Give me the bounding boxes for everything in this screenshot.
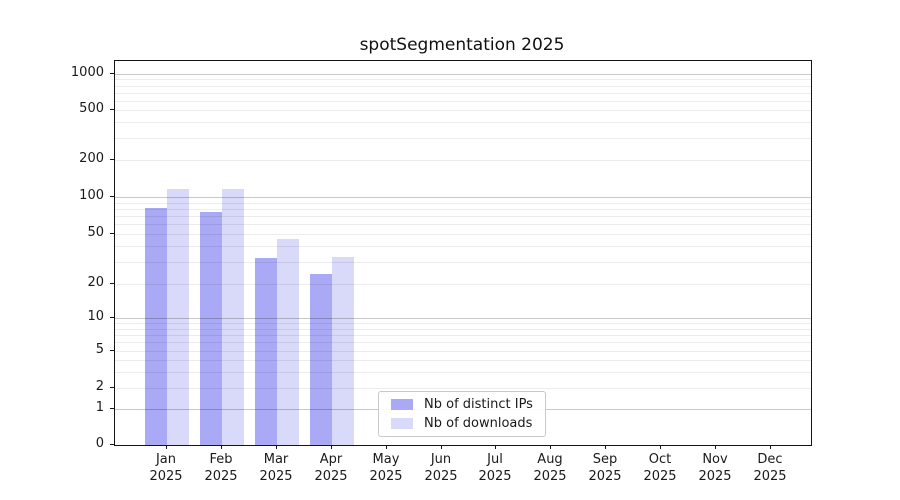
y-tick-mark <box>110 233 114 234</box>
x-tick-label: Dec 2025 <box>753 452 787 484</box>
gridline-minor <box>115 138 811 139</box>
gridline-minor <box>115 372 811 373</box>
legend-row-distinct-ips: Nb of distinct IPs <box>391 395 535 414</box>
x-tick-mark <box>495 445 496 449</box>
y-tick-label: 0 <box>95 436 104 451</box>
x-tick-label: Aug 2025 <box>533 452 567 484</box>
grid-layer <box>115 61 811 445</box>
y-tick-mark <box>110 444 114 445</box>
y-tick-label: 5 <box>95 342 104 357</box>
bar-downloads <box>222 189 244 445</box>
y-tick-label: 200 <box>79 151 104 166</box>
legend-swatch-distinct-ips <box>391 399 413 410</box>
y-tick-mark <box>110 159 114 160</box>
y-tick-label: 2 <box>95 379 104 394</box>
gridline-minor <box>115 360 811 361</box>
y-tick-label: 10 <box>87 309 104 324</box>
legend-row-downloads: Nb of downloads <box>391 414 535 433</box>
gridline-minor <box>115 388 811 389</box>
gridline-minor <box>115 79 811 80</box>
bar-distinct-ips <box>145 208 167 445</box>
x-tick-label: Mar 2025 <box>259 452 293 484</box>
gridline-major <box>115 318 811 319</box>
gridline-minor <box>115 93 811 94</box>
bar-distinct-ips <box>310 274 332 445</box>
y-tick-mark <box>110 408 114 409</box>
legend-swatch-downloads <box>391 418 413 429</box>
y-tick-mark <box>110 283 114 284</box>
x-tick-label: Apr 2025 <box>314 452 348 484</box>
y-tick-mark <box>110 196 114 197</box>
gridline-minor <box>115 323 811 324</box>
gridline-minor <box>115 203 811 204</box>
chart-title: spotSegmentation 2025 <box>359 35 565 55</box>
gridline-major <box>115 197 811 198</box>
y-tick-mark <box>110 317 114 318</box>
gridline-minor <box>115 224 811 225</box>
bars-layer <box>115 61 811 445</box>
gridline-minor <box>115 335 811 336</box>
bar-distinct-ips <box>200 212 222 445</box>
x-tick-label: Feb 2025 <box>204 452 238 484</box>
bar-downloads <box>167 189 189 445</box>
y-tick-mark <box>110 350 114 351</box>
x-tick-label: Nov 2025 <box>698 452 732 484</box>
y-tick-label: 500 <box>79 101 104 116</box>
x-tick-label: May 2025 <box>369 452 403 484</box>
gridline-minor <box>115 329 811 330</box>
x-tick-mark <box>715 445 716 449</box>
x-tick-mark <box>770 445 771 449</box>
gridline-minor <box>115 342 811 343</box>
bar-downloads <box>332 257 354 445</box>
x-tick-mark <box>441 445 442 449</box>
gridline-minor <box>115 86 811 87</box>
gridline-minor <box>115 284 811 285</box>
gridline-minor <box>115 246 811 247</box>
gridline-minor <box>115 262 811 263</box>
x-tick-label: Jun 2025 <box>424 452 458 484</box>
x-tick-mark <box>386 445 387 449</box>
bar-distinct-ips <box>255 258 277 445</box>
x-tick-mark <box>331 445 332 449</box>
gridline-minor <box>115 122 811 123</box>
y-tick-label: 1000 <box>70 65 104 80</box>
y-tick-mark <box>110 109 114 110</box>
y-tick-label: 20 <box>87 275 104 290</box>
y-tick-label: 100 <box>79 188 104 203</box>
x-tick-mark <box>605 445 606 449</box>
x-tick-mark <box>550 445 551 449</box>
x-tick-mark <box>276 445 277 449</box>
plot-area <box>114 60 812 446</box>
x-tick-label: Sep 2025 <box>588 452 622 484</box>
gridline-minor <box>115 209 811 210</box>
x-tick-mark <box>166 445 167 449</box>
x-tick-label: Oct 2025 <box>643 452 677 484</box>
gridline-major <box>115 74 811 75</box>
x-tick-label: Jul 2025 <box>478 452 512 484</box>
gridline-minor <box>115 110 811 111</box>
legend: Nb of distinct IPs Nb of downloads <box>378 391 546 437</box>
gridline-minor <box>115 216 811 217</box>
gridline-minor <box>115 160 811 161</box>
x-tick-mark <box>660 445 661 449</box>
gridline-minor <box>115 101 811 102</box>
x-tick-label: Jan 2025 <box>149 452 183 484</box>
legend-label-downloads: Nb of downloads <box>424 416 533 431</box>
y-tick-label: 1 <box>95 400 104 415</box>
y-tick-label: 50 <box>87 225 104 240</box>
bar-downloads <box>277 239 299 445</box>
gridline-minor <box>115 234 811 235</box>
legend-label-distinct-ips: Nb of distinct IPs <box>424 397 533 412</box>
y-tick-mark <box>110 73 114 74</box>
x-tick-mark <box>221 445 222 449</box>
gridline-minor <box>115 351 811 352</box>
y-tick-mark <box>110 387 114 388</box>
